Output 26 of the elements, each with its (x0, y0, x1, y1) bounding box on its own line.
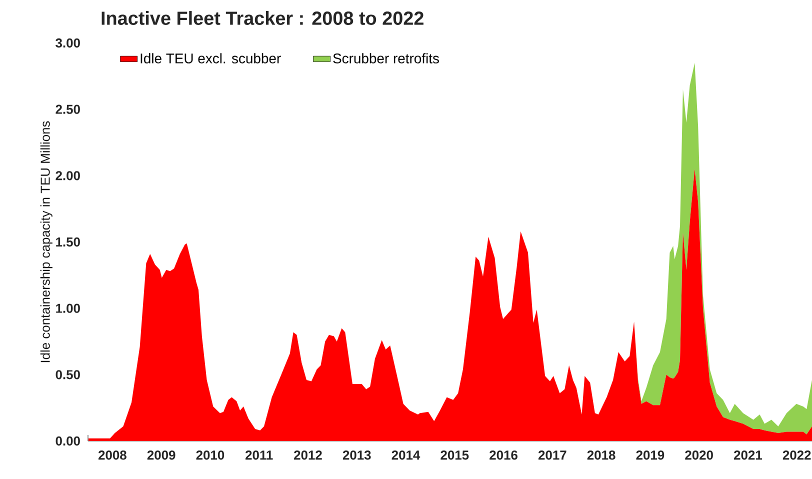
y-tick-label: 1.00 (56, 304, 80, 313)
x-tick-label: 2011 (246, 450, 273, 460)
y-tick-label: 0.50 (56, 370, 80, 380)
x-tick-label: 2016 (490, 450, 518, 460)
y-tick-label: 0.00 (56, 436, 80, 446)
x-tick-label: 2012 (294, 450, 322, 460)
x-tick-label: 2015 (440, 450, 469, 460)
x-tick-label: 2021 (734, 450, 762, 460)
chart-title: Inactive Fleet Tracker : 2008 to 2022 (102, 11, 424, 25)
legend-label: Idle TEU excl. scubber (140, 53, 281, 64)
legend-label: Scrubber retrofits (333, 53, 439, 64)
x-tick-label: 2008 (98, 450, 126, 460)
y-tick-label: 3.00 (56, 38, 80, 48)
y-tick-label: 1.50 (56, 237, 80, 247)
y-tick-label: 2.50 (56, 104, 80, 114)
x-tick-label: 2010 (196, 450, 224, 460)
y-axis-title: Idle containership capacity in TEU Millions (40, 121, 52, 362)
x-tick-label: 2009 (147, 450, 176, 460)
x-tick-label: 2017 (538, 450, 566, 460)
y-tick-label: 2.00 (56, 171, 80, 180)
x-tick-label: 2013 (342, 450, 371, 460)
x-tick-label: 2020 (685, 450, 713, 460)
x-tick-label: 2019 (636, 450, 664, 460)
x-tick-label: 2014 (392, 450, 420, 460)
x-tick-label: 2022 (782, 450, 811, 460)
x-tick-label: 2018 (587, 450, 616, 460)
